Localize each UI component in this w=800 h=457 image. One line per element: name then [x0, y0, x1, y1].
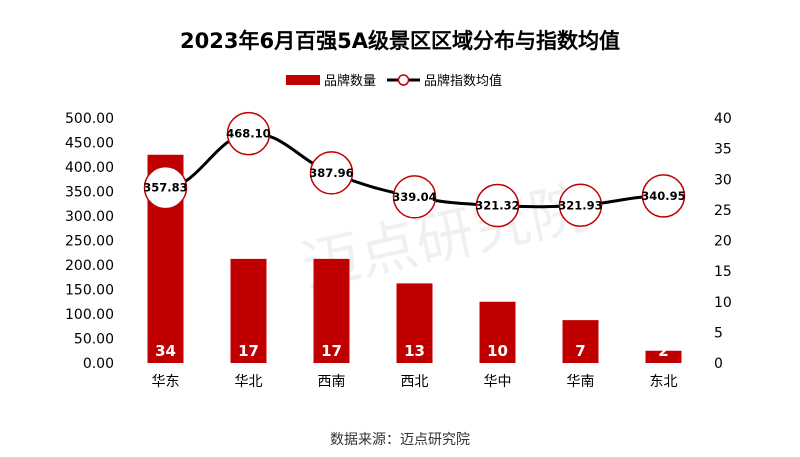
category-tick: 华北 [235, 374, 263, 390]
bar [313, 258, 350, 363]
left-axis-tick: 350.00 [65, 185, 114, 201]
category-tick: 华中 [484, 374, 512, 390]
left-axis-tick: 500.00 [65, 111, 114, 127]
left-axis-tick: 450.00 [65, 136, 114, 152]
left-axis-tick: 400.00 [65, 160, 114, 176]
bar [645, 350, 682, 363]
legend: 品牌数量 品牌指数均值 [286, 73, 502, 89]
right-axis-tick: 10 [714, 295, 732, 311]
legend-line-label: 品牌指数均值 [424, 73, 502, 89]
line-value-label: 321.32 [475, 199, 519, 213]
left-axis-tick: 200.00 [65, 258, 114, 274]
left-axis-tick: 300.00 [65, 209, 114, 225]
bar-value-label: 7 [575, 342, 585, 360]
bar-value-label: 10 [487, 342, 508, 360]
legend-bar-label: 品牌数量 [324, 73, 376, 89]
right-axis-tick: 15 [714, 264, 732, 280]
line-marker [641, 174, 686, 218]
line-marker [143, 165, 188, 210]
line-value-label: 357.83 [143, 181, 187, 195]
category-tick: 西北 [401, 374, 429, 390]
bar [479, 301, 516, 363]
line-marker [392, 175, 437, 219]
category-tick: 东北 [650, 374, 678, 390]
left-axis-tick: 100.00 [65, 307, 114, 323]
bar-value-label: 17 [321, 342, 342, 360]
category-tick: 西南 [318, 374, 346, 390]
right-axis-tick: 0 [714, 356, 723, 372]
line-marker [558, 183, 603, 228]
source-note: 数据来源：迈点研究院 [330, 432, 470, 448]
left-axis-tick: 0.00 [83, 356, 114, 372]
bar [396, 283, 433, 363]
line-marker [475, 183, 520, 228]
legend-bar-swatch [286, 75, 320, 85]
chart-title: 2023年6月百强5A级景区区域分布与指数均值 [180, 29, 620, 53]
line-value-label: 321.93 [558, 198, 602, 212]
line-value-label: 340.95 [641, 189, 685, 203]
right-axis-tick: 5 [714, 325, 723, 341]
right-axis-tick: 40 [714, 111, 732, 127]
bar [230, 258, 267, 363]
left-axis-tick: 250.00 [65, 234, 114, 250]
right-axis-tick: 25 [714, 203, 732, 219]
left-axis-tick: 150.00 [65, 283, 114, 299]
right-axis-tick: 20 [714, 234, 732, 250]
bar-value-label: 13 [404, 342, 425, 360]
left-axis-tick: 50.00 [74, 332, 114, 348]
bar-value-label: 17 [238, 342, 259, 360]
legend-line-marker [397, 74, 410, 86]
category-tick: 华东 [152, 374, 180, 390]
bar-value-label: 2 [658, 342, 668, 360]
bar [562, 320, 599, 363]
right-axis-tick: 35 [714, 142, 732, 158]
line-marker [226, 111, 271, 156]
line-value-label: 387.96 [309, 166, 353, 180]
bar-value-label: 34 [155, 342, 176, 360]
line-marker [309, 151, 354, 195]
category-tick: 华南 [567, 374, 595, 390]
line-value-label: 339.04 [392, 190, 436, 204]
right-axis-tick: 30 [714, 172, 732, 188]
line-value-label: 468.10 [226, 127, 270, 141]
